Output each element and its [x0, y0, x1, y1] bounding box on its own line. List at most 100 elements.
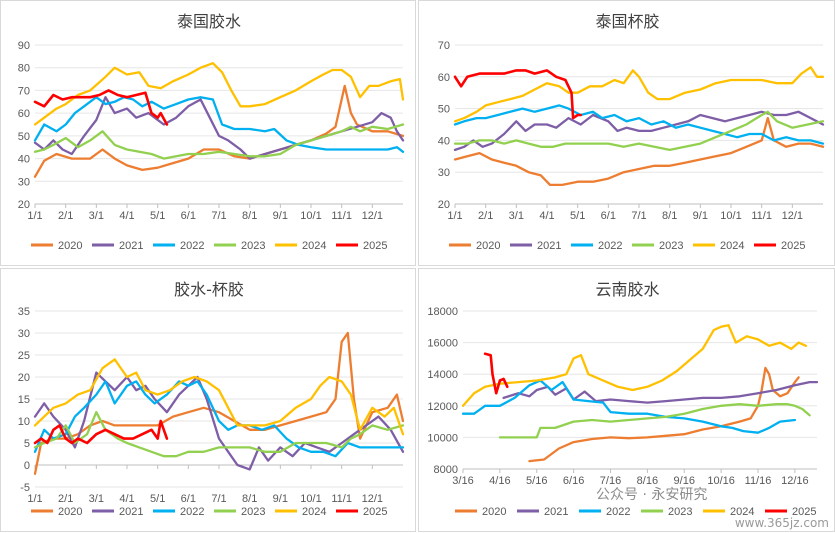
chart-yunnan-latex-svg: 云南胶水 8000 10000 12000 14000 16000 18000 3/16 4/1…	[427, 280, 819, 518]
legend-label-2024: 2024	[720, 240, 744, 252]
y-tick-label: 40	[18, 154, 30, 166]
x-tick-label: 2/1	[58, 210, 73, 222]
x-tick-label: 3/1	[509, 210, 524, 222]
x-tick-label: 10/1	[300, 493, 321, 505]
x-tick-label: 8/1	[242, 210, 257, 222]
series-line-2024	[461, 324, 808, 407]
x-tick-label: 9/1	[273, 210, 288, 222]
series-line-2020	[33, 331, 405, 475]
x-tick-label: 9/1	[273, 493, 288, 505]
x-tick-label: 4/1	[539, 210, 554, 222]
x-tick-label: 7/1	[211, 210, 226, 222]
x-tick-label: 10/1	[720, 210, 741, 222]
chart-panel-yunnan-latex: 云南胶水 8000 10000 12000 14000 16000 18000 3/16 4/1…	[418, 268, 835, 532]
x-tick-label: 6/1	[181, 210, 196, 222]
legend-label-2020: 2020	[476, 240, 500, 252]
chart-thai-latex-svg: 泰国胶水 20 30 40 50 60 70 80 90 1/1 2/1 3/1 4/1 5/1 6/1 7/…	[18, 12, 405, 252]
series-line-2025	[453, 69, 582, 120]
y-tick-label: 60	[18, 108, 30, 120]
x-tick-label: 6/1	[181, 493, 196, 505]
x-tick-label: 4/16	[489, 475, 510, 487]
chart-title: 云南胶水	[595, 280, 659, 299]
legend-label-2022: 2022	[180, 240, 204, 252]
x-tick-label: 3/1	[89, 493, 104, 505]
legend-label-2022: 2022	[606, 506, 630, 518]
y-tick-label: 10	[18, 416, 30, 428]
x-tick-label: 8/16	[637, 475, 658, 487]
y-tick-label: 70	[438, 40, 450, 52]
x-tick-label: 10/16	[707, 475, 735, 487]
legend-label-2022: 2022	[180, 506, 204, 518]
y-tick-label: 50	[18, 131, 30, 143]
y-tick-label: 30	[18, 176, 30, 188]
x-tick-label: 5/1	[150, 210, 165, 222]
x-tick-label: 1/1	[27, 210, 42, 222]
y-tick-label: 30	[18, 328, 30, 340]
x-tick-label: 12/1	[362, 493, 383, 505]
chart-thai-cup-lump-svg: 泰国杯胶 20 30 40 50 60 70 1/1 2/1 3/1 4/1 5/1 6/1 7/1 8/1…	[438, 12, 825, 252]
y-tick-label: 25	[18, 350, 30, 362]
series-line-2022	[33, 96, 405, 153]
y-tick-label: 14000	[427, 369, 458, 381]
legend-label-2023: 2023	[659, 240, 683, 252]
y-tick-label: 30	[438, 167, 450, 179]
legend-label-2025: 2025	[781, 240, 805, 252]
series-line-2025	[33, 419, 169, 445]
x-tick-label: 5/1	[150, 493, 165, 505]
y-tick-label: 16000	[427, 338, 458, 350]
legend-label-2021: 2021	[119, 506, 143, 518]
x-tick-label: 12/1	[782, 210, 803, 222]
y-tick-label: 20	[18, 199, 30, 211]
x-tick-label: 11/16	[745, 475, 772, 487]
legend-label-2021: 2021	[119, 240, 143, 252]
legend-label-2021: 2021	[537, 240, 561, 252]
series-line-2025	[33, 89, 169, 126]
legend-label-2024: 2024	[302, 240, 326, 252]
legend-label-2022: 2022	[598, 240, 622, 252]
x-tick-label: 12/16	[781, 475, 809, 487]
legend-label-2020: 2020	[58, 240, 82, 252]
series-line-2022	[461, 379, 797, 434]
x-tick-label: 6/1	[601, 210, 616, 222]
x-tick-label: 1/1	[27, 493, 42, 505]
y-tick-label: -5	[20, 482, 30, 494]
y-tick-label: 18000	[427, 306, 458, 318]
x-tick-label: 1/1	[447, 210, 462, 222]
legend-label-2025: 2025	[363, 506, 387, 518]
y-tick-label: 40	[438, 135, 450, 147]
x-tick-label: 3/1	[89, 210, 104, 222]
series-line-2023	[33, 411, 405, 458]
y-tick-label: 8000	[434, 464, 458, 476]
y-tick-label: 5	[24, 438, 30, 450]
y-tick-label: 12000	[427, 401, 458, 413]
y-tick-label: 50	[438, 104, 450, 116]
series-line-2022	[453, 104, 825, 145]
legend-label-2020: 2020	[482, 506, 506, 518]
x-tick-label: 9/16	[674, 475, 695, 487]
legend-label-2023: 2023	[668, 506, 692, 518]
chart-panel-latex-cup-spread: 胶水-杯胶 -5 0 5 10 15 20 25 30 35 1/1 2/1 3/1 4/1 5/1 6/1 7…	[0, 268, 416, 532]
series-line-2023	[453, 110, 825, 152]
chart-title: 胶水-杯胶	[174, 280, 244, 299]
x-tick-label: 7/16	[600, 475, 621, 487]
x-tick-label: 8/1	[242, 493, 257, 505]
chart-panel-thai-cup-lump: 泰国杯胶 20 30 40 50 60 70 1/1 2/1 3/1 4/1 5/1 6/1 7/1 8/1…	[418, 0, 835, 266]
legend-label-2020: 2020	[58, 506, 82, 518]
x-tick-label: 12/1	[362, 210, 383, 222]
x-tick-label: 2/1	[478, 210, 493, 222]
series-line-2020	[453, 116, 825, 187]
series-line-2021	[453, 110, 825, 152]
x-tick-label: 6/16	[563, 475, 584, 487]
x-tick-label: 10/1	[300, 210, 321, 222]
x-tick-label: 7/1	[211, 493, 226, 505]
legend-label-2021: 2021	[544, 506, 568, 518]
legend-label-2024: 2024	[302, 506, 326, 518]
x-tick-label: 11/1	[331, 493, 352, 505]
series-line-2024	[33, 358, 405, 436]
y-tick-label: 60	[438, 72, 450, 84]
x-tick-label: 7/1	[631, 210, 646, 222]
x-tick-label: 4/1	[119, 493, 134, 505]
series-line-2023	[33, 123, 405, 160]
legend-label-2025: 2025	[363, 240, 387, 252]
